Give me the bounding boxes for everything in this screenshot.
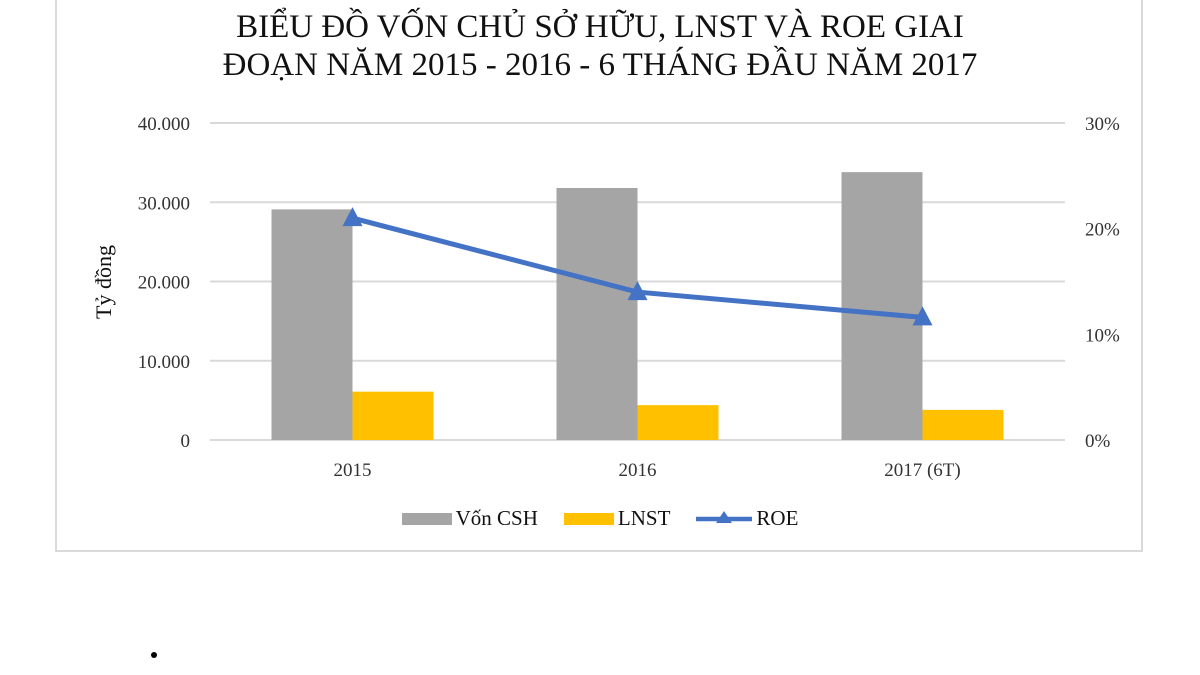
y2-tick-label: 20% bbox=[1085, 220, 1120, 241]
bar-lnst bbox=[352, 391, 434, 440]
bar-series bbox=[271, 172, 1004, 440]
legend-item-roe: ROE bbox=[696, 506, 798, 531]
y2-tick-label: 10% bbox=[1085, 325, 1120, 346]
x-tick-label: 2015 bbox=[334, 460, 372, 481]
x-axis-ticks: 2015 2016 2017 (6T) bbox=[334, 460, 961, 481]
legend-label: Vốn CSH bbox=[455, 506, 538, 530]
bar-lnst bbox=[922, 409, 1004, 440]
y-tick-label: 10.000 bbox=[138, 352, 190, 373]
y-tick-label: 0 bbox=[181, 431, 191, 452]
legend-swatch-von-csh bbox=[401, 512, 452, 525]
bar-vốn-csh bbox=[556, 187, 638, 440]
left-axis-ticks: 0 10.000 20.000 30.000 40.000 bbox=[138, 114, 190, 452]
legend: Vốn CSH LNST ROE bbox=[0, 506, 1200, 531]
y-tick-label: 20.000 bbox=[138, 273, 190, 294]
chart-title: BIỂU ĐỒ VỐN CHỦ SỞ HỮU, LNST VÀ ROE GIAI… bbox=[0, 8, 1200, 84]
legend-item-von-csh: Vốn CSH bbox=[401, 506, 538, 531]
bar-lnst bbox=[637, 405, 719, 440]
y-tick-label: 40.000 bbox=[138, 114, 190, 135]
bar-vốn-csh bbox=[271, 209, 353, 440]
legend-label: LNST bbox=[617, 506, 671, 530]
x-tick-label: 2017 (6T) bbox=[884, 460, 961, 481]
y2-tick-label: 30% bbox=[1085, 114, 1120, 135]
bullet-point bbox=[151, 652, 157, 658]
legend-line-marker-icon bbox=[696, 510, 753, 523]
legend-label: ROE bbox=[756, 506, 799, 530]
triangle-marker-icon bbox=[912, 306, 933, 326]
triangle-marker-icon bbox=[627, 281, 648, 301]
legend-item-lnst: LNST bbox=[563, 506, 671, 531]
y-tick-label: 30.000 bbox=[138, 193, 190, 214]
x-tick-label: 2016 bbox=[619, 460, 657, 481]
y2-tick-label: 0% bbox=[1085, 431, 1111, 452]
y-axis-label: Tỷ đồng bbox=[91, 245, 116, 319]
chart-title-line-1: BIỂU ĐỒ VỐN CHỦ SỞ HỮU, LNST VÀ ROE GIAI bbox=[236, 9, 964, 45]
bar-vốn-csh bbox=[841, 172, 923, 440]
chart-title-line-2: ĐOẠN NĂM 2015 - 2016 - 6 THÁNG ĐẦU NĂM 2… bbox=[222, 47, 978, 83]
roe-line-series bbox=[342, 207, 933, 326]
triangle-marker-icon bbox=[342, 207, 363, 227]
legend-swatch-lnst bbox=[563, 512, 614, 525]
right-axis-ticks: 0% 10% 20% 30% bbox=[1085, 114, 1120, 452]
